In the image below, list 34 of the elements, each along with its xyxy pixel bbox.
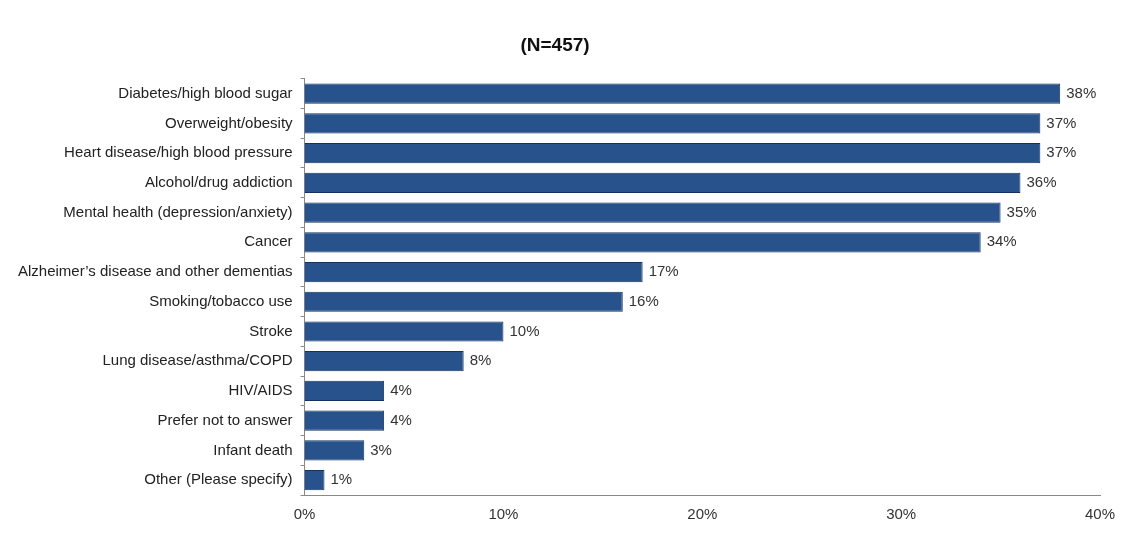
data-label: 35% — [1006, 202, 1037, 220]
y-tick-label: Mental health (depression/anxiety) — [63, 202, 293, 220]
y-tick-label: Other (Please specify) — [144, 470, 293, 488]
y-tick-label: Overweight/obesity — [165, 113, 294, 131]
data-label: 38% — [1066, 83, 1097, 101]
data-label: 17% — [648, 262, 679, 280]
data-label: 34% — [986, 232, 1017, 250]
y-tick-label: Infant death — [213, 440, 293, 458]
data-label: 36% — [1026, 172, 1057, 190]
y-tick-label: Heart disease/high blood pressure — [64, 143, 293, 161]
y-tick-label: Diabetes/high blood sugar — [118, 83, 293, 101]
data-label: 1% — [330, 470, 353, 488]
chart-title: (N=457) — [520, 33, 590, 55]
x-tick-label: 10% — [488, 505, 519, 523]
y-tick-label: Lung disease/asthma/COPD — [102, 351, 293, 369]
data-label: 3% — [370, 440, 392, 458]
data-label: 4% — [390, 410, 412, 428]
y-tick-label: Alzheimer’s disease and other dementias — [17, 262, 293, 280]
y-tick-label: Smoking/tobacco use — [149, 291, 293, 309]
data-label: 8% — [469, 351, 492, 369]
y-tick-label: Stroke — [249, 321, 293, 339]
y-tick-label: HIV/AIDS — [228, 381, 293, 399]
y-tick-label: Cancer — [244, 232, 293, 250]
data-label: 37% — [1046, 113, 1077, 131]
y-tick-label: Alcohol/drug addiction — [144, 172, 293, 190]
x-tick-label: 30% — [886, 505, 917, 523]
data-label: 16% — [628, 291, 659, 309]
data-label: 10% — [509, 321, 540, 339]
data-label: 37% — [1046, 143, 1077, 161]
y-tick-label: Prefer not to answer — [157, 410, 293, 428]
x-tick-label: 20% — [687, 505, 718, 523]
x-tick-label: 40% — [1084, 505, 1116, 523]
x-tick-label: 0% — [293, 505, 316, 523]
data-label: 4% — [390, 381, 412, 399]
